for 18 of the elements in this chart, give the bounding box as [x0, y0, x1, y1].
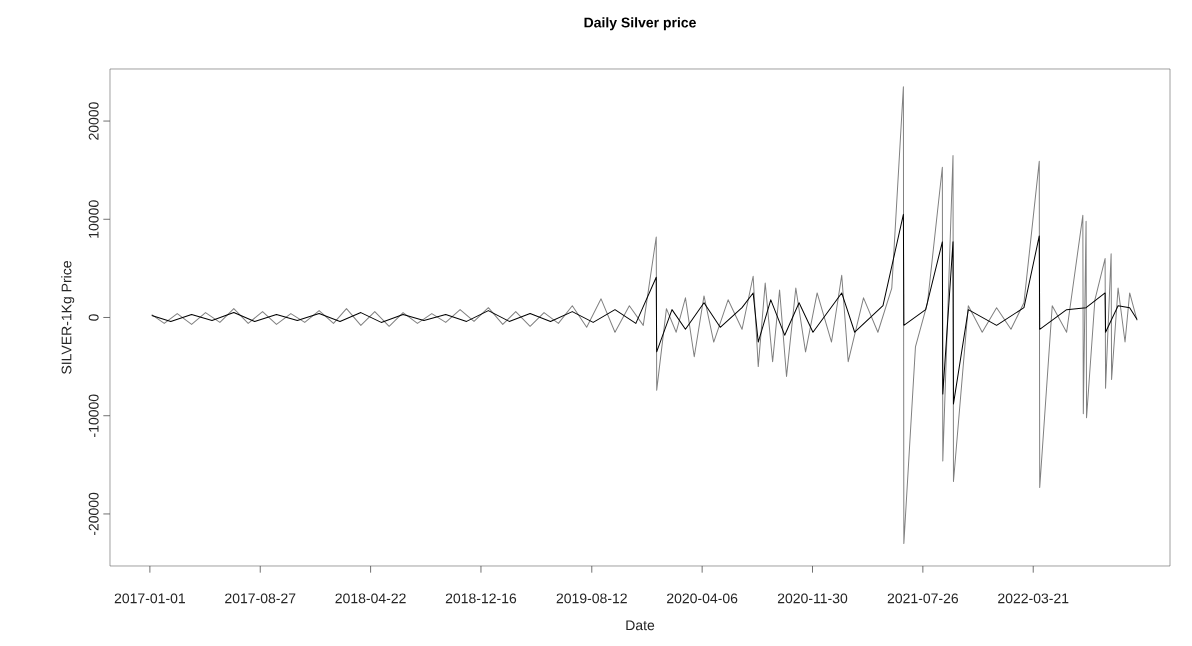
chart-title: Daily Silver price [584, 17, 696, 31]
x-tick-label: 2020-04-06 [667, 593, 738, 604]
x-tick-label: 2022-03-21 [998, 593, 1069, 604]
x-tick-label: 2020-11-30 [777, 593, 848, 604]
y-axis-title: SILVER-1Kg Price [61, 261, 75, 374]
y-tick-label: 0 [88, 314, 99, 321]
x-axis-title: Date [626, 620, 655, 631]
x-tick-label: 2018-12-16 [445, 593, 517, 604]
x-tick-label: 2017-01-01 [114, 593, 185, 604]
y-tick-label: 20000 [88, 102, 99, 140]
x-tick-label: 2019-08-12 [556, 593, 627, 604]
y-tick-label: -10000 [88, 394, 99, 437]
y-tick-label: -20000 [88, 492, 99, 536]
x-tick-label: 2017-08-27 [225, 593, 296, 604]
line-series [151, 213, 1138, 405]
y-tick-label: 10000 [88, 200, 99, 238]
x-tick-label: 2021-07-26 [887, 593, 959, 604]
x-tick-label: 2018-04-22 [335, 593, 406, 604]
